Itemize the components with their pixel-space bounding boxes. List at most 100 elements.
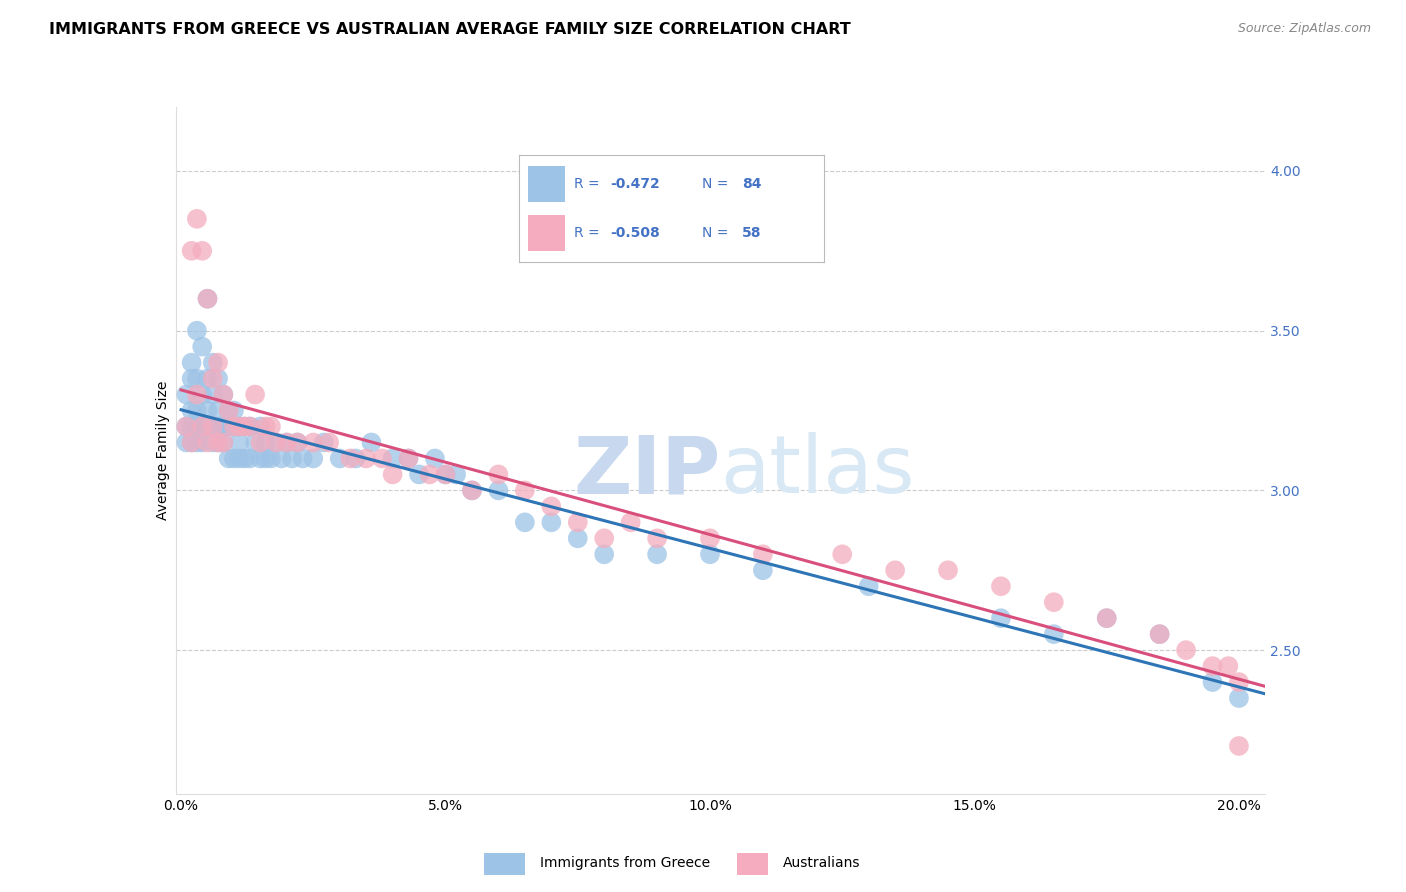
Point bbox=[461, 483, 484, 498]
Point bbox=[1175, 643, 1198, 657]
Point bbox=[207, 356, 229, 370]
Point bbox=[419, 467, 441, 482]
Point bbox=[360, 435, 382, 450]
Y-axis label: Average Family Size: Average Family Size bbox=[156, 381, 170, 520]
Point bbox=[218, 403, 240, 417]
Point bbox=[318, 435, 340, 450]
Point bbox=[381, 467, 404, 482]
Point bbox=[593, 531, 616, 545]
Point bbox=[1201, 659, 1223, 673]
Point bbox=[180, 435, 202, 450]
Point bbox=[276, 435, 298, 450]
Point bbox=[645, 531, 668, 545]
Text: 84: 84 bbox=[742, 177, 761, 191]
Point bbox=[1095, 611, 1118, 625]
Point bbox=[228, 451, 250, 466]
Point bbox=[302, 451, 325, 466]
Point bbox=[408, 467, 430, 482]
Point bbox=[752, 547, 775, 561]
Point bbox=[287, 435, 309, 450]
Point bbox=[593, 547, 616, 561]
Point bbox=[540, 500, 562, 514]
Point bbox=[186, 371, 208, 385]
Point bbox=[1218, 659, 1240, 673]
Bar bbox=[529, 215, 565, 251]
Point bbox=[423, 451, 446, 466]
Text: Australians: Australians bbox=[783, 856, 860, 870]
Point bbox=[212, 387, 235, 401]
Point bbox=[371, 451, 394, 466]
Text: R =: R = bbox=[574, 226, 605, 240]
Point bbox=[270, 451, 292, 466]
Point bbox=[1149, 627, 1171, 641]
Point bbox=[197, 371, 219, 385]
Point bbox=[381, 451, 404, 466]
Text: Immigrants from Greece: Immigrants from Greece bbox=[540, 856, 710, 870]
Text: N =: N = bbox=[702, 226, 733, 240]
Point bbox=[201, 419, 224, 434]
Point bbox=[1227, 691, 1250, 706]
Point bbox=[180, 419, 202, 434]
Point bbox=[218, 419, 240, 434]
Point bbox=[191, 387, 214, 401]
Point bbox=[884, 563, 907, 577]
Point bbox=[339, 451, 361, 466]
Point bbox=[699, 531, 721, 545]
Point bbox=[218, 451, 240, 466]
Text: -0.508: -0.508 bbox=[610, 226, 661, 240]
Point bbox=[254, 451, 277, 466]
Point bbox=[180, 435, 202, 450]
Point bbox=[254, 435, 277, 450]
Point bbox=[1043, 627, 1066, 641]
Point bbox=[260, 419, 283, 434]
Point bbox=[186, 211, 208, 226]
Point bbox=[990, 579, 1012, 593]
Point bbox=[191, 435, 214, 450]
Point bbox=[1095, 611, 1118, 625]
Point bbox=[444, 467, 467, 482]
Text: Source: ZipAtlas.com: Source: ZipAtlas.com bbox=[1237, 22, 1371, 36]
Point bbox=[186, 403, 208, 417]
Point bbox=[222, 451, 245, 466]
Point bbox=[540, 516, 562, 530]
Point bbox=[620, 516, 643, 530]
Point bbox=[249, 451, 271, 466]
Point bbox=[567, 516, 589, 530]
Point bbox=[239, 419, 262, 434]
Point bbox=[207, 435, 229, 450]
Point bbox=[287, 435, 309, 450]
Point bbox=[176, 435, 198, 450]
Point bbox=[191, 244, 214, 258]
Point bbox=[1043, 595, 1066, 609]
Point bbox=[990, 611, 1012, 625]
Point bbox=[222, 419, 245, 434]
Point bbox=[831, 547, 853, 561]
Text: IMMIGRANTS FROM GREECE VS AUSTRALIAN AVERAGE FAMILY SIZE CORRELATION CHART: IMMIGRANTS FROM GREECE VS AUSTRALIAN AVE… bbox=[49, 22, 851, 37]
Point bbox=[249, 435, 271, 450]
Point bbox=[243, 387, 266, 401]
Point bbox=[180, 244, 202, 258]
Point bbox=[212, 419, 235, 434]
Point bbox=[186, 324, 208, 338]
Point bbox=[398, 451, 420, 466]
Point bbox=[207, 403, 229, 417]
Point bbox=[264, 435, 287, 450]
Point bbox=[486, 467, 509, 482]
Point bbox=[201, 387, 224, 401]
Point bbox=[513, 516, 536, 530]
Point bbox=[276, 435, 298, 450]
Point bbox=[645, 547, 668, 561]
Point bbox=[180, 403, 202, 417]
Text: N =: N = bbox=[702, 177, 733, 191]
Point bbox=[201, 435, 224, 450]
Point bbox=[239, 451, 262, 466]
Point bbox=[344, 451, 367, 466]
Point bbox=[233, 451, 256, 466]
Point bbox=[228, 419, 250, 434]
Text: 58: 58 bbox=[742, 226, 761, 240]
Point bbox=[1201, 675, 1223, 690]
Point bbox=[228, 419, 250, 434]
Point bbox=[212, 387, 235, 401]
Point bbox=[434, 467, 457, 482]
Point bbox=[176, 419, 198, 434]
